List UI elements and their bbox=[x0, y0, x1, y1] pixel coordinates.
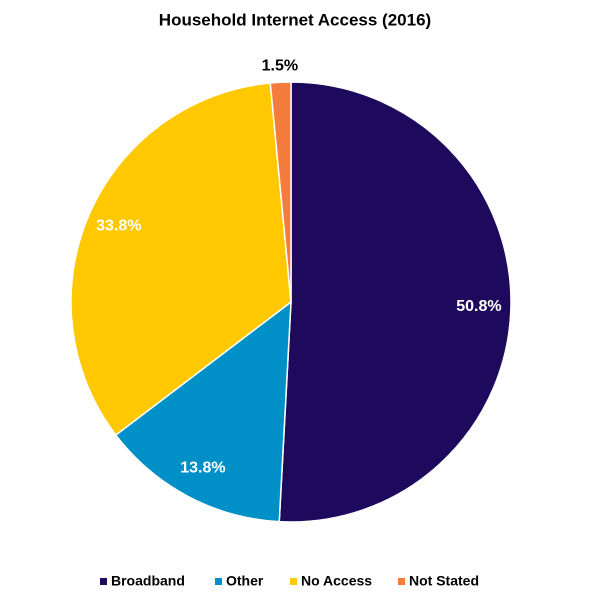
pie-slice bbox=[278, 81, 512, 523]
data-label: 1.5% bbox=[262, 57, 298, 74]
legend-marker bbox=[215, 578, 222, 585]
data-label: 13.8% bbox=[180, 459, 225, 476]
pie-slice bbox=[114, 300, 292, 523]
legend-marker bbox=[100, 578, 107, 585]
pie-slice bbox=[269, 81, 292, 303]
pie-slice bbox=[70, 82, 292, 437]
legend-label: Broadband bbox=[111, 573, 185, 589]
legend-label: Other bbox=[226, 573, 264, 589]
chart-title: Household Internet Access (2016) bbox=[159, 10, 431, 29]
legend-marker bbox=[398, 578, 405, 585]
legend-marker bbox=[290, 578, 297, 585]
legend-label: No Access bbox=[301, 573, 372, 589]
data-label: 33.8% bbox=[96, 218, 141, 235]
data-label: 50.8% bbox=[456, 298, 501, 315]
legend-label: Not Stated bbox=[409, 573, 479, 589]
